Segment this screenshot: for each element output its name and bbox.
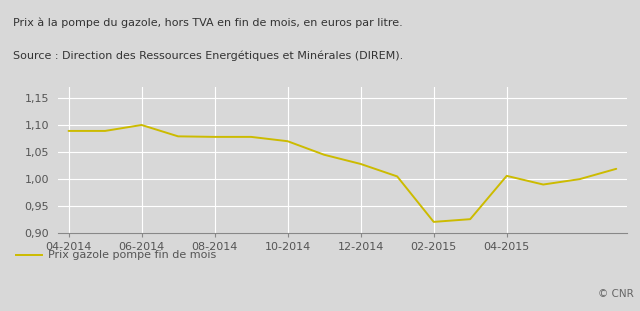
Text: © CNR: © CNR	[598, 289, 634, 299]
Text: Source : Direction des Ressources Energétiques et Minérales (DIREM).: Source : Direction des Ressources Energé…	[13, 50, 403, 61]
Text: Prix à la pompe du gazole, hors TVA en fin de mois, en euros par litre.: Prix à la pompe du gazole, hors TVA en f…	[13, 17, 403, 28]
Text: Prix gazole pompe fin de mois: Prix gazole pompe fin de mois	[48, 250, 216, 260]
